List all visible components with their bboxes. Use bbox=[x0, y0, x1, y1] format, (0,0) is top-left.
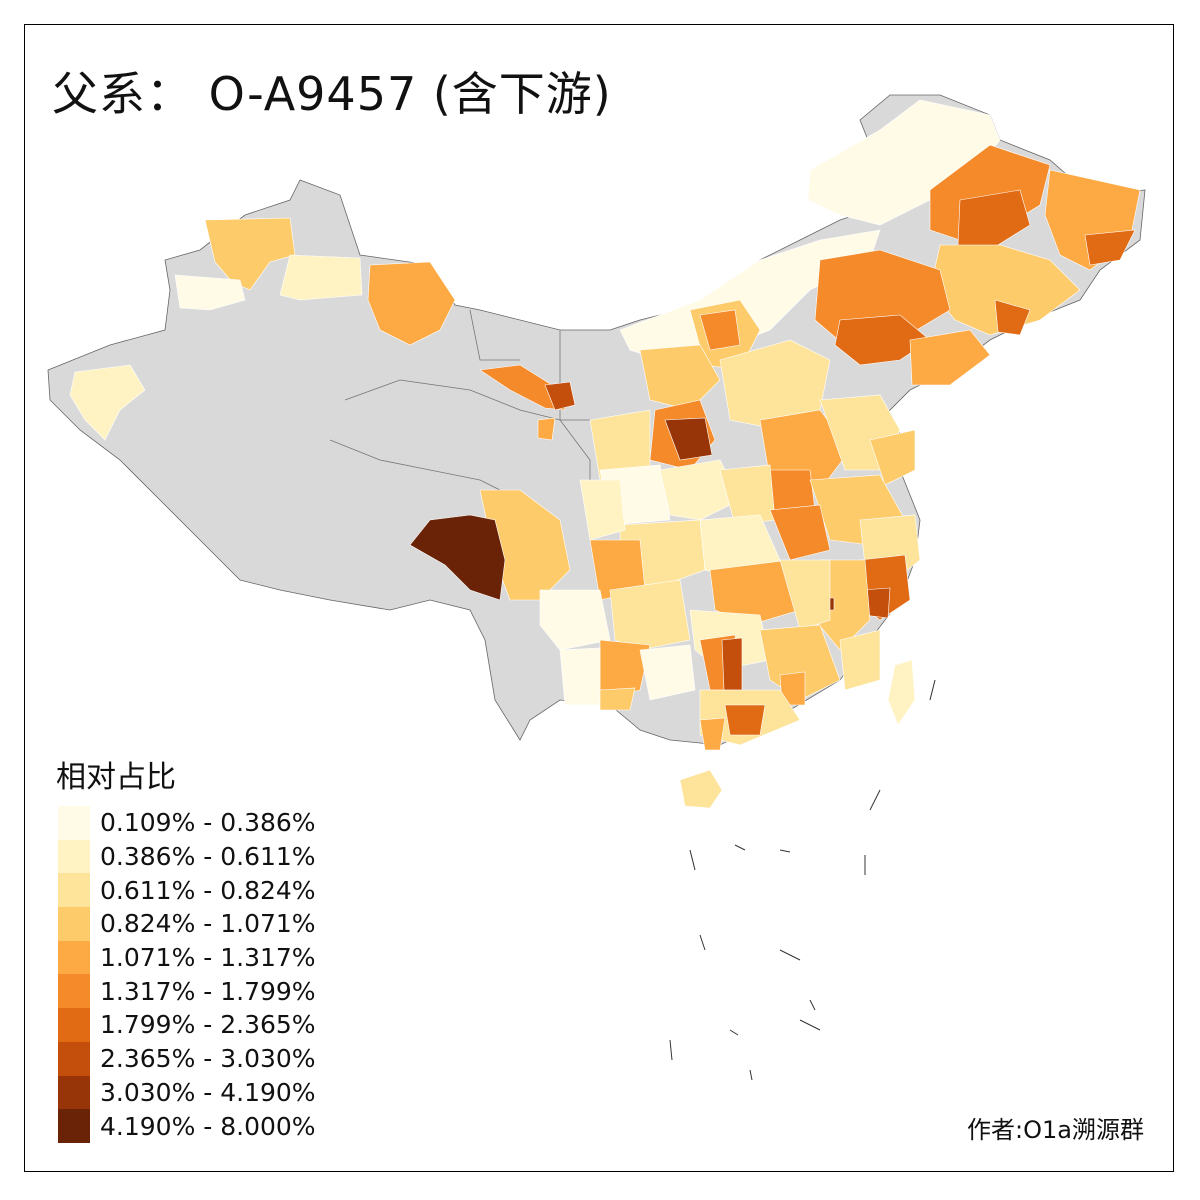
author-credit: 作者:O1a溯源群 bbox=[967, 1116, 1144, 1144]
map-title: 父系： O-A9457 (含下游) bbox=[52, 67, 612, 121]
legend-label: 0.824% - 1.071% bbox=[100, 909, 316, 939]
legend-swatch bbox=[58, 1041, 90, 1076]
region bbox=[721, 637, 743, 691]
region bbox=[279, 254, 363, 301]
legend-swatch bbox=[58, 839, 90, 874]
region bbox=[544, 381, 576, 411]
region bbox=[994, 299, 1031, 336]
legend: 0.109% - 0.386% 0.386% - 0.611% 0.611% -… bbox=[58, 806, 316, 1143]
legend-swatch bbox=[58, 1008, 90, 1042]
legend-swatch bbox=[58, 806, 90, 840]
region bbox=[1084, 229, 1136, 266]
region bbox=[769, 504, 831, 561]
legend-swatch bbox=[58, 974, 90, 1009]
legend-item: 1.071% - 1.317% bbox=[58, 940, 316, 975]
region bbox=[537, 417, 556, 441]
legend-label: 1.071% - 1.317% bbox=[100, 943, 316, 973]
region bbox=[839, 629, 881, 691]
legend-label: 3.030% - 4.190% bbox=[100, 1077, 316, 1107]
legend-label: 1.799% - 2.365% bbox=[100, 1010, 316, 1040]
region bbox=[559, 647, 601, 706]
region bbox=[659, 459, 741, 521]
region bbox=[204, 217, 296, 291]
legend-item: 1.317% - 1.799% bbox=[58, 974, 316, 1009]
region bbox=[834, 314, 931, 366]
region bbox=[367, 261, 456, 346]
legend-label: 0.386% - 0.611% bbox=[100, 842, 316, 872]
legend-swatch bbox=[58, 1109, 90, 1143]
legend-item: 1.799% - 2.365% bbox=[58, 1008, 316, 1042]
legend-item: 3.030% - 4.190% bbox=[58, 1075, 316, 1110]
legend-swatch bbox=[58, 873, 90, 908]
legend-label: 1.317% - 1.799% bbox=[100, 976, 316, 1006]
legend-item: 0.824% - 1.071% bbox=[58, 907, 316, 941]
legend-swatch bbox=[58, 1075, 90, 1110]
region bbox=[887, 659, 916, 726]
data-regions bbox=[69, 99, 1141, 809]
region bbox=[709, 559, 801, 626]
legend-item: 0.109% - 0.386% bbox=[58, 806, 316, 840]
region bbox=[869, 429, 916, 486]
region bbox=[609, 579, 691, 651]
region bbox=[639, 644, 696, 701]
region bbox=[699, 717, 726, 751]
region bbox=[409, 514, 506, 601]
region bbox=[639, 344, 721, 411]
legend-item: 4.190% - 8.000% bbox=[58, 1109, 316, 1143]
legend-item: 2.365% - 3.030% bbox=[58, 1041, 316, 1076]
region bbox=[69, 364, 146, 441]
region bbox=[539, 589, 611, 651]
legend-label: 2.365% - 3.030% bbox=[100, 1044, 316, 1074]
region bbox=[679, 769, 723, 809]
legend-label: 4.190% - 8.000% bbox=[100, 1111, 316, 1141]
legend-item: 0.611% - 0.824% bbox=[58, 873, 316, 908]
legend-swatch bbox=[58, 940, 90, 975]
legend-label: 0.611% - 0.824% bbox=[100, 875, 316, 905]
legend-swatch bbox=[58, 907, 90, 941]
region bbox=[759, 624, 841, 701]
region bbox=[579, 479, 626, 541]
region bbox=[479, 364, 566, 411]
south-china-sea-islands bbox=[669, 679, 936, 1081]
region bbox=[724, 704, 766, 736]
region bbox=[599, 687, 636, 711]
region bbox=[909, 329, 991, 386]
legend-label: 0.109% - 0.386% bbox=[100, 808, 316, 838]
region bbox=[957, 189, 1031, 251]
region bbox=[779, 559, 831, 631]
legend-item: 0.386% - 0.611% bbox=[58, 839, 316, 874]
region bbox=[699, 309, 741, 351]
region bbox=[664, 417, 713, 461]
legend-title: 相对占比 bbox=[56, 760, 176, 795]
region bbox=[174, 274, 246, 311]
